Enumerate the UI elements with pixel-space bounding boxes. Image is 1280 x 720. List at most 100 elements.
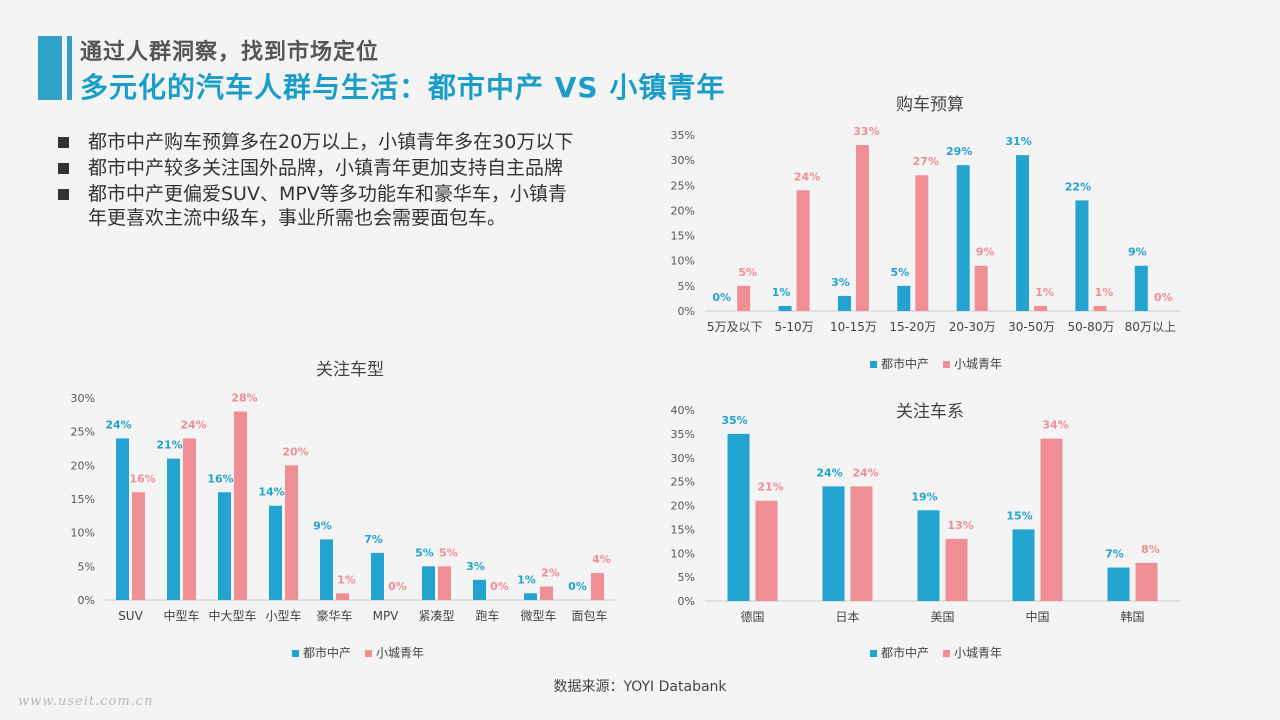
bullet-list: 都市中产购车预算多在20万以上，小镇青年多在30万以下 都市中产较多关注国外品牌… xyxy=(58,130,578,232)
bar-series1 xyxy=(1107,567,1130,601)
bar-series1 xyxy=(897,285,911,311)
title-accent-bar-thin xyxy=(67,36,72,100)
data-label: 24% xyxy=(852,466,878,479)
category-label: 30-50万 xyxy=(1008,320,1055,334)
legend-swatch xyxy=(870,650,877,657)
bar-series1 xyxy=(917,510,940,601)
legend-swatch xyxy=(870,361,877,368)
data-label: 19% xyxy=(911,490,937,503)
bar-series1 xyxy=(837,295,851,311)
bar-series1 xyxy=(371,552,384,600)
y-tick-label: 20% xyxy=(71,459,95,472)
type-chart: 0% 5% 10% 15% 20% 25% 30% SUV 24% 16% 中型车 21% 24% 中大型… xyxy=(71,391,615,623)
category-label: 紧凑型 xyxy=(418,609,454,623)
data-label: 24% xyxy=(105,418,131,431)
legend-swatch xyxy=(365,650,373,657)
watermark: www.useit.com.cn xyxy=(18,694,154,709)
bullet-item: 都市中产较多关注国外品牌，小镇青年更加支持自主品牌 xyxy=(58,156,578,180)
category-label: 跑车 xyxy=(475,608,499,623)
data-label: 24% xyxy=(180,418,206,431)
data-label: 2% xyxy=(541,567,560,580)
data-label: 1% xyxy=(517,573,536,586)
category-label: 小型车 xyxy=(265,608,301,623)
bar-series2 xyxy=(234,411,247,600)
category-label: 美国 xyxy=(930,610,954,624)
brand-chart: 0% 5% 10% 15% 20% 25% 30% 35% 40% 德国 35% 21% 日本 24% 24… xyxy=(671,404,1180,624)
budget-chart: 0% 5% 10% 15% 20% 25% 30% 35% 5万及以下 0% 5% 5-10万 1% 24… xyxy=(671,125,1180,334)
y-tick-label: 30% xyxy=(671,154,695,167)
bar-series2 xyxy=(945,538,968,601)
bar-series2 xyxy=(1034,305,1048,311)
y-tick-label: 15% xyxy=(71,493,95,506)
data-label: 7% xyxy=(364,533,383,546)
category-label: 面包车 xyxy=(571,608,607,623)
data-label: 21% xyxy=(156,439,182,452)
bar-series2 xyxy=(540,586,553,600)
bar-series1 xyxy=(778,305,792,311)
bar-series2 xyxy=(796,190,810,311)
data-label: 0% xyxy=(568,580,587,593)
bar-series2 xyxy=(915,175,929,311)
bullet-item: 都市中产更偏爱SUV、MPV等多功能车和豪华车，小镇青年更喜欢主流中级车，事业所… xyxy=(58,182,578,230)
bar-series1 xyxy=(727,433,750,601)
bar-series2 xyxy=(755,500,778,601)
category-label: 15-20万 xyxy=(889,320,936,334)
y-tick-label: 0% xyxy=(78,594,95,607)
data-label: 9% xyxy=(1128,246,1147,259)
legend-swatch xyxy=(943,650,951,657)
square-bullet-icon xyxy=(58,189,69,200)
bar-series2 xyxy=(285,465,298,600)
category-label: 80万以上 xyxy=(1125,320,1176,334)
data-label: 34% xyxy=(1042,419,1068,432)
category-label: 中国 xyxy=(1025,609,1049,624)
bullet-text: 都市中产较多关注国外品牌，小镇青年更加支持自主品牌 xyxy=(88,157,564,179)
data-label: 24% xyxy=(816,466,842,479)
bar-series1 xyxy=(1075,200,1089,311)
data-label: 5% xyxy=(738,266,757,279)
y-tick-label: 20% xyxy=(671,500,695,513)
category-label: 日本 xyxy=(835,610,859,624)
y-tick-label: 0% xyxy=(678,595,695,608)
budget-chart-title: 购车预算 xyxy=(896,95,964,115)
data-label: 16% xyxy=(207,472,233,485)
data-label: 0% xyxy=(490,580,509,593)
y-tick-label: 15% xyxy=(671,230,695,243)
type-chart-legend: 都市中产 小城青年 xyxy=(292,644,424,661)
data-label: 20% xyxy=(282,445,308,458)
square-bullet-icon xyxy=(58,163,69,174)
bar-series2 xyxy=(591,573,604,600)
bar-series2 xyxy=(438,566,451,600)
category-label: 微型车 xyxy=(520,608,556,623)
bar-series2 xyxy=(737,285,751,311)
category-label: 中型车 xyxy=(163,608,199,623)
category-label: 20-30万 xyxy=(949,320,996,334)
y-tick-label: 35% xyxy=(671,428,695,441)
bullet-item: 都市中产购车预算多在20万以上，小镇青年多在30万以下 xyxy=(58,130,578,154)
bar-series1 xyxy=(473,579,486,600)
category-label: MPV xyxy=(373,609,400,623)
bar-series1 xyxy=(269,505,282,600)
data-source: 数据来源：YOYI Databank xyxy=(553,679,727,695)
legend-item-series2: 小城青年 xyxy=(365,644,424,661)
data-label: 24% xyxy=(794,170,820,183)
bar-series1 xyxy=(422,566,435,600)
y-tick-label: 40% xyxy=(671,404,695,417)
bar-series1 xyxy=(1012,529,1035,601)
data-label: 0% xyxy=(712,291,731,304)
type-chart-title: 关注车型 xyxy=(316,360,384,380)
y-tick-label: 0% xyxy=(678,305,695,318)
y-tick-label: 25% xyxy=(71,426,95,439)
page-title: 多元化的汽车人群与生活：都市中产 VS 小镇青年 xyxy=(80,71,726,104)
y-tick-label: 35% xyxy=(671,129,695,142)
data-label: 3% xyxy=(831,276,850,289)
y-tick-label: 5% xyxy=(78,560,95,573)
legend-swatch xyxy=(943,361,951,368)
data-label: 0% xyxy=(1154,291,1173,304)
bar-series2 xyxy=(855,145,869,311)
bar-series1 xyxy=(218,492,231,600)
bar-series2 xyxy=(974,265,988,311)
y-tick-label: 10% xyxy=(71,527,95,540)
category-label: 5-10万 xyxy=(774,320,813,334)
y-tick-label: 25% xyxy=(671,179,695,192)
y-tick-label: 20% xyxy=(671,204,695,217)
